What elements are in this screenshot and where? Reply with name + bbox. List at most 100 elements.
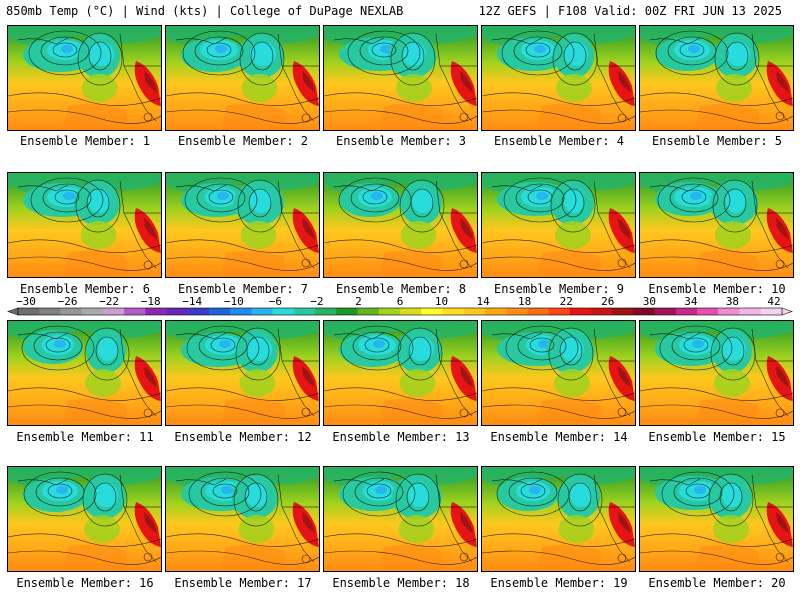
- colorbar-swatch: [612, 308, 634, 315]
- colorbar-swatch: [760, 308, 783, 315]
- colorbar-swatch: [548, 308, 571, 315]
- colorbar-tick-label: 42: [767, 296, 780, 308]
- colorbar-tick-label: 22: [560, 296, 573, 308]
- ensemble-member-label: Ensemble Member: 5: [651, 134, 783, 148]
- colorbar-swatch: [527, 308, 549, 315]
- ensemble-member-label: Ensemble Member: 18: [332, 576, 470, 590]
- colorbar-swatch: [697, 308, 719, 315]
- ensemble-panel: [639, 466, 794, 572]
- ensemble-member-label: Ensemble Member: 8: [335, 282, 467, 296]
- colorbar-swatch: [654, 308, 677, 315]
- temperature-map: [324, 321, 477, 425]
- colorbar-tick-label: 26: [601, 296, 614, 308]
- colorbar-max-arrow: [781, 307, 793, 316]
- temperature-map: [640, 173, 793, 277]
- colorbar-tick-label: −14: [182, 296, 202, 308]
- ensemble-member-label: Ensemble Member: 16: [16, 576, 154, 590]
- colorbar-tick-label: 10: [435, 296, 448, 308]
- colorbar-swatch: [357, 308, 380, 315]
- colorbar-swatch: [272, 308, 295, 315]
- ensemble-member-label: Ensemble Member: 9: [493, 282, 625, 296]
- temperature-map: [166, 26, 319, 130]
- ensemble-panel: [165, 320, 320, 426]
- ensemble-member-label: Ensemble Member: 15: [648, 430, 786, 444]
- colorbar-swatch: [187, 308, 210, 315]
- temperature-map: [8, 467, 161, 571]
- colorbar-swatch: [18, 308, 40, 315]
- colorbar-tick-label: −22: [99, 296, 119, 308]
- colorbar-swatch: [102, 308, 125, 315]
- colorbar-tick-label: 2: [355, 296, 362, 308]
- colorbar-swatch: [60, 308, 82, 315]
- temperature-map: [640, 467, 793, 571]
- ensemble-member-label: Ensemble Member: 3: [335, 134, 467, 148]
- colorbar-tick-label: −10: [224, 296, 244, 308]
- colorbar-tick-label: 6: [397, 296, 404, 308]
- ensemble-panel: [323, 320, 478, 426]
- ensemble-panel: [639, 25, 794, 131]
- ensemble-member-label: Ensemble Member: 20: [648, 576, 786, 590]
- ensemble-panel: [7, 320, 162, 426]
- colorbar-tick-label: −30: [16, 296, 36, 308]
- colorbar-tick-label: −26: [58, 296, 78, 308]
- ensemble-member-label: Ensemble Member: 6: [19, 282, 151, 296]
- ensemble-panel: [481, 320, 636, 426]
- ensemble-panel: [639, 172, 794, 278]
- ensemble-panel: [481, 466, 636, 572]
- colorbar-tick-label: 34: [684, 296, 698, 308]
- colorbar-swatch: [591, 308, 613, 315]
- temperature-map: [166, 321, 319, 425]
- colorbar-swatch: [166, 308, 189, 315]
- colorbar-swatch: [145, 308, 167, 315]
- valid-time: 12Z GEFS | F108 Valid: 00Z FRI JUN 13 20…: [478, 4, 782, 18]
- ensemble-panel: [481, 25, 636, 131]
- colorbar-swatch: [378, 308, 401, 315]
- colorbar-swatch: [506, 308, 528, 315]
- colorbar-swatch: [484, 308, 507, 315]
- ensemble-panel: [165, 25, 320, 131]
- colorbar-swatch: [569, 308, 592, 315]
- ensemble-member-label: Ensemble Member: 19: [490, 576, 628, 590]
- temperature-map: [482, 173, 635, 277]
- colorbar-swatch: [633, 308, 655, 315]
- ensemble-member-label: Ensemble Member: 13: [332, 430, 470, 444]
- ensemble-panel: [323, 25, 478, 131]
- ensemble-panel: [7, 25, 162, 131]
- colorbar-swatch: [315, 308, 337, 315]
- temperature-map: [166, 173, 319, 277]
- temperature-map: [482, 467, 635, 571]
- ensemble-panel: [323, 466, 478, 572]
- temperature-map: [640, 26, 793, 130]
- colorbar-tick-label: 30: [643, 296, 656, 308]
- colorbar-swatch: [81, 308, 104, 315]
- colorbar-swatch: [293, 308, 316, 315]
- ensemble-panel: [323, 172, 478, 278]
- ensemble-member-label: Ensemble Member: 17: [174, 576, 312, 590]
- colorbar-swatch: [400, 308, 422, 315]
- colorbar-outline: [17, 307, 783, 316]
- temperature-map: [8, 321, 161, 425]
- temperature-map: [166, 467, 319, 571]
- ensemble-panel: [7, 172, 162, 278]
- colorbar-swatch: [230, 308, 252, 315]
- ensemble-member-label: Ensemble Member: 10: [648, 282, 786, 296]
- temperature-map: [324, 26, 477, 130]
- colorbar-swatch: [124, 308, 146, 315]
- temperature-map: [482, 26, 635, 130]
- ensemble-panel: [639, 320, 794, 426]
- colorbar-tick-label: 18: [518, 296, 531, 308]
- colorbar-swatch: [718, 308, 740, 315]
- colorbar-tick-label: −6: [269, 296, 282, 308]
- ensemble-panel: [165, 466, 320, 572]
- colorbar-swatch: [463, 308, 486, 315]
- ensemble-member-label: Ensemble Member: 14: [490, 430, 628, 444]
- map-title: 850mb Temp (°C) | Wind (kts) | College o…: [6, 4, 404, 18]
- ensemble-member-label: Ensemble Member: 7: [177, 282, 309, 296]
- temperature-map: [8, 26, 161, 130]
- colorbar-swatch: [442, 308, 464, 315]
- temperature-map: [640, 321, 793, 425]
- colorbar-tick-label: −2: [310, 296, 323, 308]
- colorbar-swatch: [421, 308, 443, 315]
- ensemble-panel: [165, 172, 320, 278]
- temperature-map: [482, 321, 635, 425]
